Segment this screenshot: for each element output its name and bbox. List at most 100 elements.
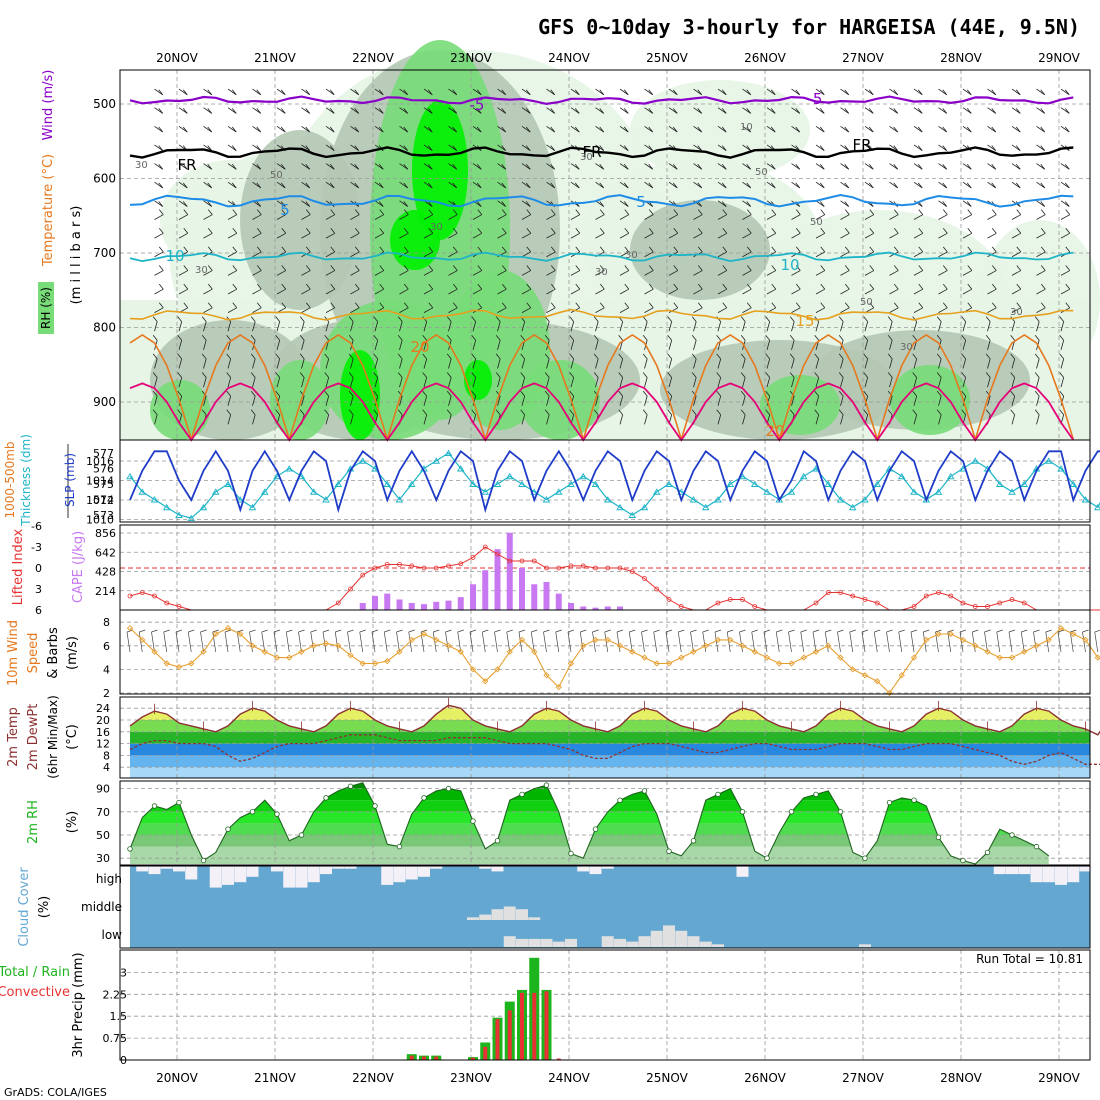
wind-barb bbox=[766, 377, 771, 388]
wind-barb bbox=[521, 214, 531, 220]
wind-barb bbox=[766, 288, 776, 295]
wind-barb bbox=[305, 89, 311, 95]
wind-barb bbox=[452, 182, 458, 189]
thickness-point bbox=[726, 480, 735, 487]
wind-barb bbox=[673, 265, 679, 271]
date-label-bottom: 20NOV bbox=[156, 1071, 198, 1085]
wind-barb bbox=[501, 163, 507, 170]
wind-barb bbox=[575, 209, 581, 215]
wind-barb-10m bbox=[873, 631, 878, 653]
wind-barb bbox=[648, 246, 654, 253]
wind-barb bbox=[619, 88, 629, 96]
thickness-point bbox=[628, 511, 637, 518]
thickness-point bbox=[616, 503, 624, 511]
temperature-contour-25 bbox=[129, 382, 1075, 442]
wind-barb bbox=[887, 353, 893, 360]
wind-barb bbox=[471, 409, 476, 415]
wind-barb bbox=[717, 358, 722, 369]
wind-barb bbox=[183, 228, 189, 234]
wind-barb bbox=[177, 372, 182, 378]
rh-point bbox=[739, 809, 746, 815]
cloud-high-cell bbox=[1030, 866, 1043, 883]
thickness-point bbox=[285, 465, 294, 472]
lifted-index-point bbox=[997, 600, 1003, 606]
wind-barb bbox=[644, 377, 648, 388]
wind-barb bbox=[423, 270, 433, 276]
wind-barb bbox=[471, 372, 476, 378]
wind-barb bbox=[550, 283, 556, 290]
wind-barb bbox=[452, 145, 458, 151]
wind-barb bbox=[1059, 372, 1064, 378]
wind-barb bbox=[203, 232, 213, 239]
wind-barb bbox=[427, 163, 433, 170]
wind-barb bbox=[987, 232, 997, 239]
cloud-low-cell bbox=[687, 936, 700, 947]
wind-barb bbox=[1016, 209, 1022, 215]
thickness-point bbox=[334, 480, 343, 487]
cloud-middle-cell bbox=[491, 909, 504, 920]
wind-barb bbox=[966, 89, 972, 95]
wind-barb bbox=[820, 246, 826, 253]
wind-barb bbox=[471, 316, 476, 322]
wind-barb bbox=[844, 228, 850, 234]
wind-barb bbox=[668, 377, 673, 388]
wind-barb-10m bbox=[175, 631, 180, 653]
wind-barb bbox=[1011, 126, 1021, 133]
wind-speed-point bbox=[163, 660, 170, 667]
cloud-high-cell bbox=[1055, 866, 1067, 885]
wind-barb bbox=[962, 377, 967, 388]
precip-convective-bar bbox=[422, 1056, 426, 1060]
wind-barb-10m bbox=[1082, 631, 1086, 653]
wind-barb bbox=[227, 270, 237, 276]
wind-barb bbox=[446, 353, 452, 360]
wind-barb-10m bbox=[874, 629, 881, 633]
wind-barb bbox=[423, 200, 433, 207]
wind-barb-10m bbox=[236, 631, 241, 653]
wind-barb bbox=[281, 265, 287, 271]
wind-barb bbox=[746, 201, 752, 207]
wind-barb bbox=[962, 321, 967, 332]
pressure-tick-label: 900 bbox=[93, 395, 116, 409]
wind-barb bbox=[815, 214, 825, 220]
wind-barb bbox=[546, 251, 556, 258]
wind-barb bbox=[550, 145, 556, 151]
wind-barb bbox=[178, 340, 183, 350]
wind-barb bbox=[815, 288, 825, 295]
wind-barb bbox=[938, 107, 947, 114]
wind-barb bbox=[526, 283, 532, 290]
wind-barb bbox=[1060, 163, 1070, 170]
wind-barb bbox=[379, 265, 385, 271]
wind-barb bbox=[942, 228, 948, 234]
wind-barb bbox=[226, 372, 231, 378]
wind-barb bbox=[232, 246, 238, 253]
wind-barb bbox=[252, 321, 256, 332]
wind-barb-10m bbox=[139, 629, 146, 633]
wind-barb bbox=[525, 182, 531, 189]
wind-barb bbox=[501, 283, 507, 290]
li-tick-label: -6 bbox=[31, 520, 42, 533]
wind-barb bbox=[887, 409, 893, 415]
contour-label: FR bbox=[852, 136, 871, 154]
wind-barb bbox=[619, 181, 629, 189]
wind-barb bbox=[497, 270, 507, 276]
wind-barb bbox=[374, 181, 384, 189]
wind-barb bbox=[154, 144, 163, 151]
wind-barb bbox=[427, 145, 433, 151]
wind-barb bbox=[595, 126, 604, 133]
wind-barb bbox=[840, 270, 850, 276]
wind-barb bbox=[301, 200, 310, 207]
wind-barb bbox=[201, 334, 207, 341]
wind-barb bbox=[1036, 358, 1040, 369]
wind-barb bbox=[985, 409, 991, 415]
wind-barb bbox=[350, 163, 359, 170]
wind-barb bbox=[276, 270, 286, 276]
wind-barb bbox=[938, 200, 947, 207]
wind-barb-10m bbox=[665, 631, 670, 653]
wind-barb bbox=[178, 321, 183, 332]
wind-barb bbox=[325, 307, 335, 313]
wind-barb-10m bbox=[788, 631, 792, 653]
lifted-index-point bbox=[862, 597, 868, 602]
wind-barb bbox=[912, 390, 917, 397]
wind-barb bbox=[350, 214, 360, 220]
wind-barb bbox=[693, 126, 702, 133]
